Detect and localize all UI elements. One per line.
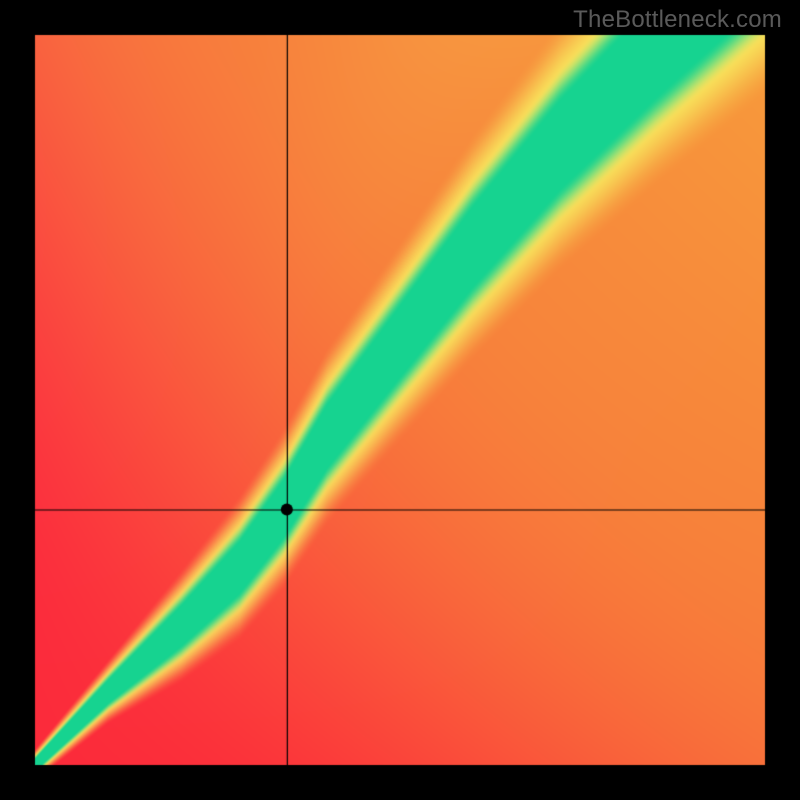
watermark-text: TheBottleneck.com <box>573 6 782 34</box>
heatmap-canvas <box>0 0 800 800</box>
